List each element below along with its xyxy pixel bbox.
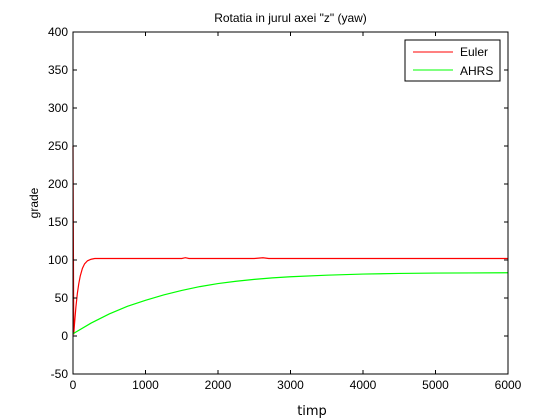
y-tick-label: 100 bbox=[48, 253, 68, 267]
y-tick-label: 150 bbox=[48, 215, 68, 229]
legend-box bbox=[404, 39, 501, 82]
y-tick-label: 200 bbox=[48, 177, 68, 191]
series-line-euler bbox=[72, 145, 508, 335]
chart-title: Rotatia in jurul axei "z" (yaw) bbox=[214, 11, 367, 25]
y-tick-label: 350 bbox=[48, 63, 68, 77]
y-tick-label: 250 bbox=[48, 139, 68, 153]
x-tick-label: 6000 bbox=[495, 378, 522, 392]
x-tick-label: 5000 bbox=[422, 378, 449, 392]
series-layer bbox=[72, 145, 509, 335]
x-tick-label: 0 bbox=[70, 378, 77, 392]
tick-layer: 0 1000 2000 3000 4000 5000 6000-50050100150200… bbox=[48, 25, 522, 392]
legend-label-ahrs: AHRS bbox=[460, 64, 493, 78]
legend-label-euler: Euler bbox=[460, 45, 488, 59]
y-tick-label: 0 bbox=[61, 329, 68, 343]
x-tick-label: 1000 bbox=[132, 378, 159, 392]
series-line-ahrs bbox=[72, 272, 509, 335]
y-tick-label: 300 bbox=[48, 101, 68, 115]
x-tick-label: 3000 bbox=[277, 378, 304, 392]
y-tick-label: 50 bbox=[55, 291, 69, 305]
x-tick-label: 4000 bbox=[350, 378, 377, 392]
y-tick-label: 400 bbox=[48, 25, 68, 39]
x-tick-label: 2000 bbox=[205, 378, 232, 392]
plot-area bbox=[73, 32, 508, 374]
x-axis-label: timp bbox=[297, 404, 327, 419]
legend: Euler AHRS bbox=[404, 39, 501, 82]
y-axis-label: grade bbox=[27, 187, 41, 218]
y-tick-label: -50 bbox=[51, 367, 69, 381]
